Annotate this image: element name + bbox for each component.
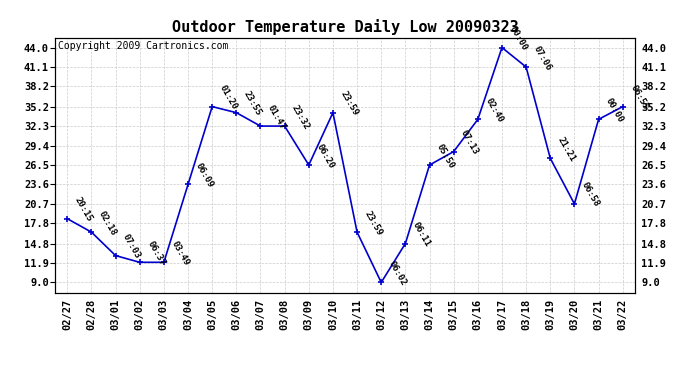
Text: 06:37: 06:37 xyxy=(146,239,166,267)
Text: Copyright 2009 Cartronics.com: Copyright 2009 Cartronics.com xyxy=(58,41,228,51)
Text: 03:49: 03:49 xyxy=(170,239,190,267)
Text: 07:13: 07:13 xyxy=(460,129,480,156)
Text: 23:59: 23:59 xyxy=(339,90,359,117)
Text: 00:00: 00:00 xyxy=(508,25,529,52)
Text: 23:59: 23:59 xyxy=(363,209,384,237)
Text: 02:18: 02:18 xyxy=(97,209,118,237)
Text: 06:09: 06:09 xyxy=(194,162,215,189)
Text: 23:55: 23:55 xyxy=(242,90,263,117)
Text: 05:50: 05:50 xyxy=(435,142,456,170)
Text: 20:15: 20:15 xyxy=(73,196,94,223)
Text: 07:03: 07:03 xyxy=(121,232,142,260)
Text: 06:58: 06:58 xyxy=(580,181,601,209)
Text: 02:40: 02:40 xyxy=(484,96,504,124)
Text: 06:20: 06:20 xyxy=(315,142,335,170)
Text: 21:21: 21:21 xyxy=(556,135,577,163)
Text: 01:20: 01:20 xyxy=(218,84,239,111)
Text: 06:11: 06:11 xyxy=(411,220,432,248)
Text: 23:32: 23:32 xyxy=(290,103,311,131)
Text: 06:02: 06:02 xyxy=(387,260,408,287)
Text: 01:47: 01:47 xyxy=(266,103,287,131)
Text: 06:55: 06:55 xyxy=(629,84,649,111)
Text: 00:00: 00:00 xyxy=(604,96,625,124)
Text: 07:06: 07:06 xyxy=(532,44,553,72)
Title: Outdoor Temperature Daily Low 20090323: Outdoor Temperature Daily Low 20090323 xyxy=(172,19,518,35)
